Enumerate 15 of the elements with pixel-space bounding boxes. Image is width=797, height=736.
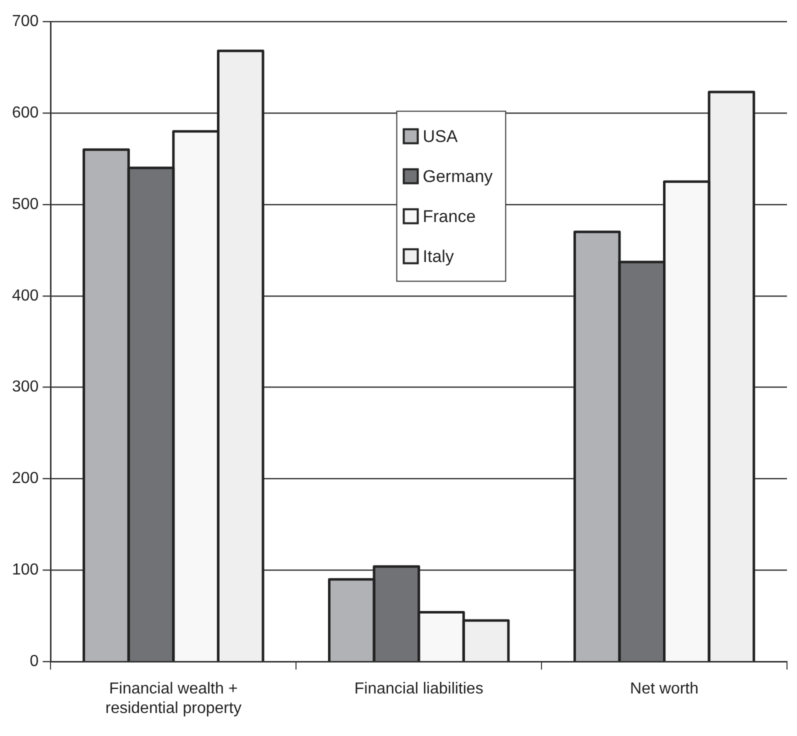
legend-label: Germany [422, 166, 494, 186]
legend-label: USA [422, 126, 458, 146]
x-tick-label: Net worth [630, 680, 699, 698]
x-tick-label: Financial liabilities [354, 680, 484, 698]
legend-label: France [422, 206, 476, 226]
y-tick-label: 600 [12, 104, 39, 122]
y-tick-label: 0 [30, 653, 39, 670]
y-tick-label: 500 [12, 196, 39, 213]
y-tick-label: 400 [12, 287, 39, 304]
x-tick-label: Financial wealth + residential property [105, 680, 242, 717]
y-tick-label: 100 [12, 562, 39, 579]
legend-label: Italy [422, 246, 454, 266]
y-tick-label: 200 [12, 470, 39, 488]
y-tick-label: 300 [12, 378, 39, 396]
y-tick-label: 700 [12, 13, 39, 30]
